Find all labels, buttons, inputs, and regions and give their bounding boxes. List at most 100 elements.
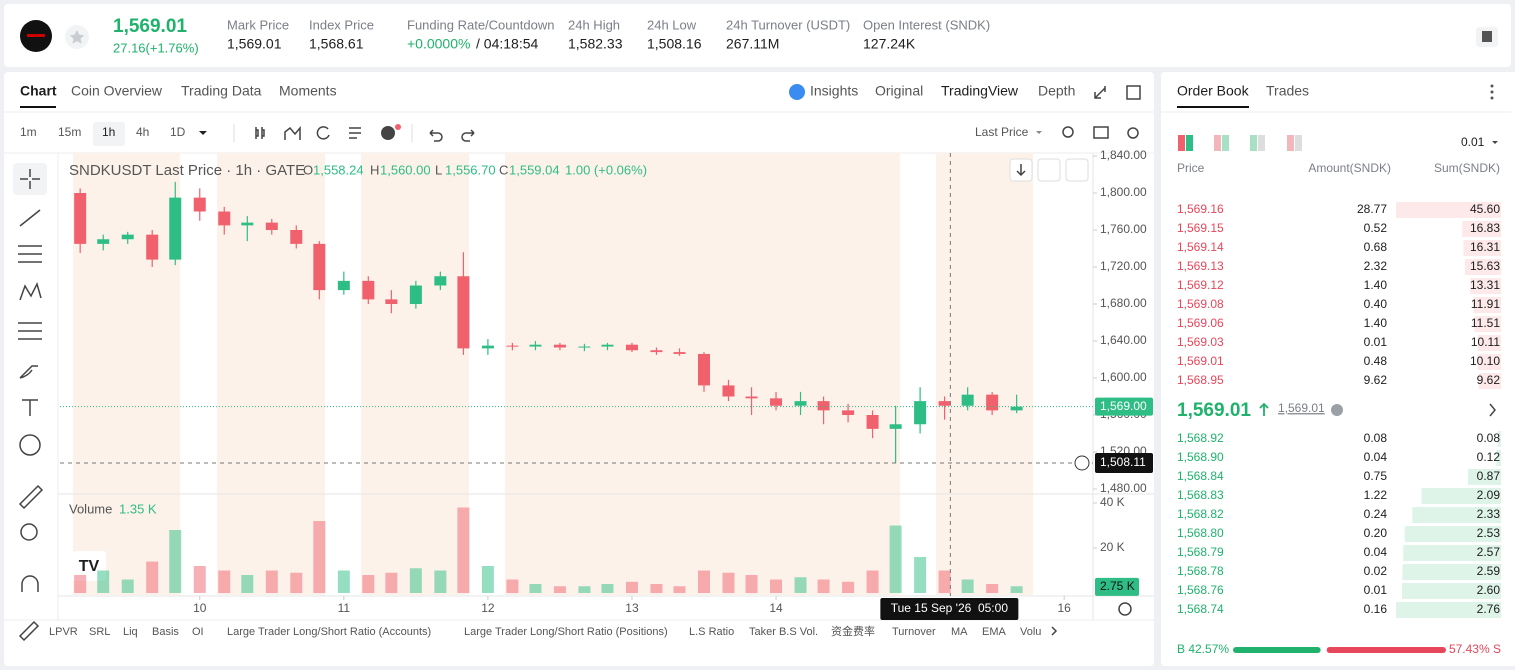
add-icon[interactable] [381, 126, 395, 140]
ob-price[interactable]: 1,569.14 [1177, 240, 1224, 254]
indicators-next[interactable] [1051, 626, 1058, 636]
indicator[interactable]: Turnover [892, 626, 936, 638]
ob-price[interactable]: 1,569.03 [1177, 335, 1224, 349]
interval[interactable]: 15m [58, 125, 81, 139]
ob-price[interactable]: 1,569.06 [1177, 316, 1224, 330]
indicator[interactable]: EMA [982, 626, 1007, 638]
undo-icon[interactable] [429, 129, 443, 142]
lock-tool[interactable] [18, 620, 40, 642]
chart-tab[interactable]: Chart [20, 83, 57, 99]
ob-view-icon[interactable] [1295, 135, 1302, 151]
ob-price[interactable]: 1,569.08 [1177, 297, 1224, 311]
brush-tool[interactable] [19, 365, 38, 379]
ob-view-icon[interactable] [1287, 135, 1294, 151]
compare-icon[interactable] [316, 126, 330, 140]
search-icon[interactable] [1062, 126, 1074, 138]
ob-view-icon[interactable] [1222, 135, 1229, 151]
y-tick-label: 1,720.00 [1100, 259, 1147, 273]
ob-price[interactable]: 1,568.78 [1177, 564, 1224, 578]
ob-price[interactable]: 1,569.16 [1177, 202, 1224, 216]
interval-caret[interactable] [199, 131, 207, 135]
mid-chevron[interactable] [1489, 403, 1496, 417]
collapse-button[interactable] [1037, 158, 1061, 182]
ob-price[interactable]: 1,568.83 [1177, 488, 1224, 502]
price-source-caret[interactable] [1036, 131, 1042, 134]
precision-caret[interactable] [1492, 141, 1498, 144]
indicator[interactable]: 资金费率 [831, 624, 875, 638]
ob-price[interactable]: 1,568.80 [1177, 526, 1224, 540]
indicator[interactable]: Volu [1020, 626, 1041, 638]
ob-price[interactable]: 1,568.92 [1177, 431, 1224, 445]
ob-price[interactable]: 1,568.74 [1177, 602, 1224, 616]
indicator[interactable]: SRL [89, 626, 110, 638]
indicator[interactable]: OI [192, 626, 204, 638]
emoji-tool[interactable] [19, 434, 41, 456]
view-tab[interactable]: Original [875, 83, 923, 99]
ob-menu[interactable] [1490, 96, 1494, 100]
indicator[interactable]: Liq [123, 626, 138, 638]
ob-view-icon[interactable] [1258, 135, 1265, 151]
ob-price[interactable]: 1,569.12 [1177, 278, 1224, 292]
view-tab[interactable]: Insights [810, 83, 858, 99]
indicator[interactable]: Large Trader Long/Short Ratio (Accounts) [227, 626, 431, 638]
indicator-icon[interactable] [284, 125, 301, 140]
interval[interactable]: 1D [170, 125, 186, 139]
indicator[interactable]: LPVR [49, 626, 78, 638]
crosshair-add[interactable] [1074, 455, 1090, 471]
chart-tab[interactable]: Trading Data [181, 83, 262, 99]
settings-icon[interactable] [1127, 127, 1139, 139]
pattern-tool[interactable] [19, 281, 42, 301]
chart-tab[interactable]: Coin Overview [71, 83, 163, 99]
indicator[interactable]: Taker B.S Vol. [749, 626, 818, 638]
ob-view-icon[interactable] [1250, 135, 1257, 151]
indicator[interactable]: MA [951, 626, 968, 638]
axis-settings-icon[interactable] [1118, 602, 1132, 616]
ob-price[interactable]: 1,569.01 [1177, 354, 1224, 368]
text-tool[interactable] [22, 399, 38, 416]
view-tab[interactable]: TradingView [941, 83, 1019, 99]
ob-col: Amount(SNDK) [1308, 161, 1391, 175]
ob-sum: 0.08 [1477, 431, 1501, 445]
crosshair-tool[interactable] [20, 169, 40, 189]
ob-precision[interactable]: 0.01 [1461, 135, 1485, 149]
ob-menu[interactable] [1490, 84, 1494, 88]
interval[interactable]: 4h [136, 125, 149, 139]
ob-tab[interactable]: Trades [1266, 83, 1309, 99]
indicator[interactable]: L.S Ratio [689, 626, 734, 638]
reset-button[interactable] [1065, 158, 1089, 182]
ob-view-icon[interactable] [1214, 135, 1221, 151]
indicator[interactable]: Basis [152, 626, 179, 638]
ohlc-value: 1,560.00 [380, 162, 431, 177]
ob-view-icon[interactable] [1178, 135, 1185, 151]
ob-view-icon[interactable] [1186, 135, 1193, 151]
window-icon[interactable] [1126, 85, 1141, 100]
ob-menu[interactable] [1490, 90, 1494, 94]
ob-price[interactable]: 1,568.79 [1177, 545, 1224, 559]
ob-price[interactable]: 1,568.82 [1177, 507, 1224, 521]
chart-tab[interactable]: Moments [279, 83, 337, 99]
stat-label: 24h Low [647, 17, 697, 32]
fib-tool[interactable] [18, 245, 42, 263]
trendline-tool[interactable] [19, 209, 41, 227]
interval[interactable]: 1m [20, 125, 37, 139]
ob-price[interactable]: 1,569.15 [1177, 221, 1224, 235]
template-icon[interactable] [349, 127, 361, 139]
candle-type-icon[interactable] [255, 127, 265, 139]
indicator[interactable]: Large Trader Long/Short Ratio (Positions… [464, 626, 668, 638]
ob-price[interactable]: 1,568.95 [1177, 373, 1224, 387]
magnet-tool[interactable] [21, 575, 39, 592]
redo-icon[interactable] [461, 129, 475, 142]
ob-price[interactable]: 1,569.13 [1177, 259, 1224, 273]
view-tab[interactable]: Depth [1038, 83, 1075, 99]
interval[interactable]: 1h [102, 125, 115, 139]
ruler-tool[interactable] [18, 484, 44, 510]
position-tool[interactable] [18, 322, 42, 340]
ob-price[interactable]: 1,568.84 [1177, 469, 1224, 483]
price-source[interactable]: Last Price [975, 125, 1029, 139]
ob-price[interactable]: 1,568.76 [1177, 583, 1224, 597]
camera-icon[interactable] [1093, 126, 1109, 139]
expand-icon[interactable] [1094, 86, 1106, 99]
zoom-tool[interactable] [20, 523, 38, 541]
ob-tab[interactable]: Order Book [1177, 83, 1250, 99]
ob-price[interactable]: 1,568.90 [1177, 450, 1224, 464]
